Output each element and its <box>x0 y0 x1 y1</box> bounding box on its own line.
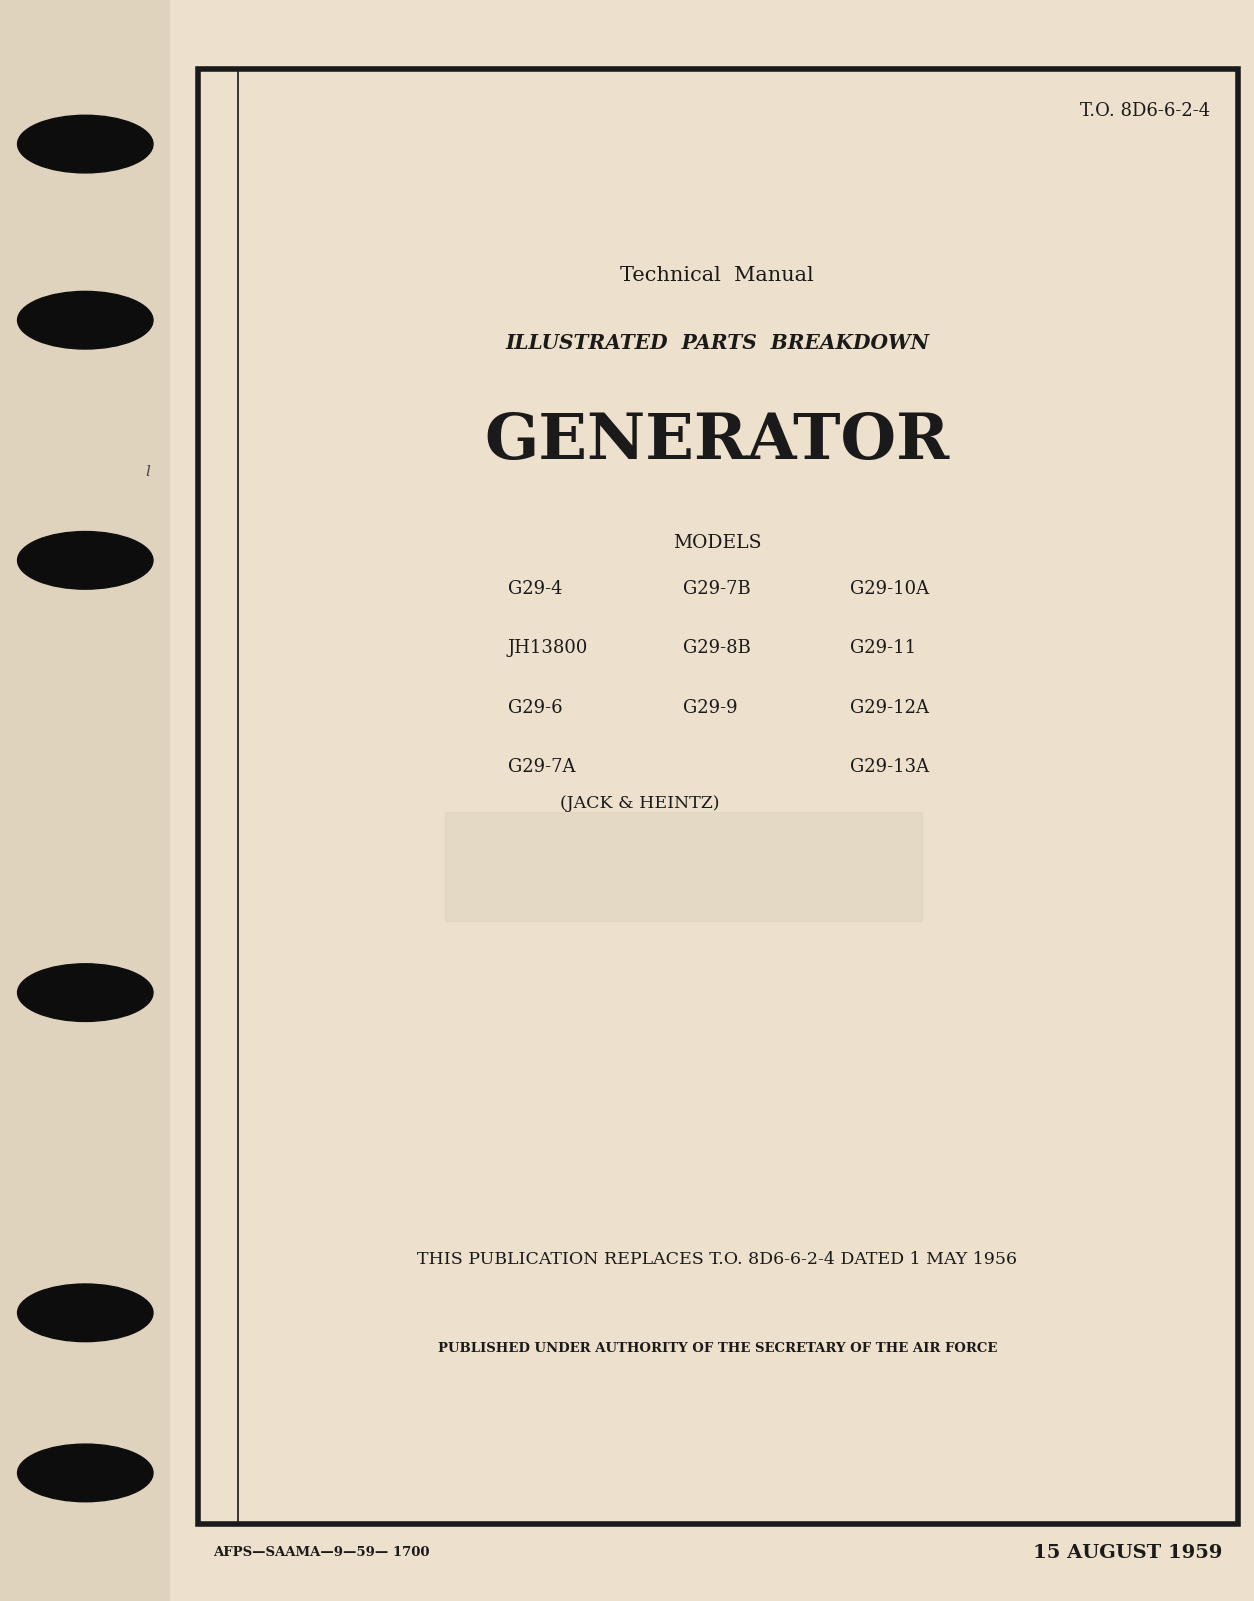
Bar <box>445 812 922 921</box>
Text: G29-6: G29-6 <box>508 698 563 717</box>
Text: G29-13A: G29-13A <box>850 757 929 776</box>
Text: 15 AUGUST 1959: 15 AUGUST 1959 <box>1033 1543 1223 1563</box>
Text: AFPS—SAAMA—9—59— 1700: AFPS—SAAMA—9—59— 1700 <box>213 1547 430 1559</box>
Text: (JACK & HEINTZ): (JACK & HEINTZ) <box>559 796 720 812</box>
Ellipse shape <box>18 115 153 173</box>
Text: T.O. 8D6-6-2-4: T.O. 8D6-6-2-4 <box>1080 102 1210 120</box>
Text: G29-11: G29-11 <box>850 639 917 658</box>
Text: G29-12A: G29-12A <box>850 698 929 717</box>
Bar <box>198 69 1238 1524</box>
Text: l: l <box>145 466 150 479</box>
Text: G29-10A: G29-10A <box>850 580 929 599</box>
Text: JH13800: JH13800 <box>508 639 588 658</box>
Text: PUBLISHED UNDER AUTHORITY OF THE SECRETARY OF THE AIR FORCE: PUBLISHED UNDER AUTHORITY OF THE SECRETA… <box>438 1342 997 1354</box>
Ellipse shape <box>18 1284 153 1342</box>
Bar <box>0 0 169 1601</box>
Text: Technical  Manual: Technical Manual <box>621 266 814 285</box>
Text: G29-7A: G29-7A <box>508 757 576 776</box>
Text: G29-8B: G29-8B <box>683 639 751 658</box>
Bar <box>198 69 1238 1524</box>
Ellipse shape <box>18 291 153 349</box>
Text: THIS PUBLICATION REPLACES T.O. 8D6-6-2-4 DATED 1 MAY 1956: THIS PUBLICATION REPLACES T.O. 8D6-6-2-4… <box>418 1252 1017 1268</box>
Ellipse shape <box>18 1444 153 1502</box>
Ellipse shape <box>18 964 153 1021</box>
Text: MODELS: MODELS <box>673 533 761 552</box>
Text: GENERATOR: GENERATOR <box>484 411 951 472</box>
Text: G29-7B: G29-7B <box>683 580 751 599</box>
Ellipse shape <box>18 532 153 589</box>
Text: ILLUSTRATED  PARTS  BREAKDOWN: ILLUSTRATED PARTS BREAKDOWN <box>505 333 929 352</box>
Text: G29-9: G29-9 <box>683 698 739 717</box>
Text: G29-4: G29-4 <box>508 580 562 599</box>
